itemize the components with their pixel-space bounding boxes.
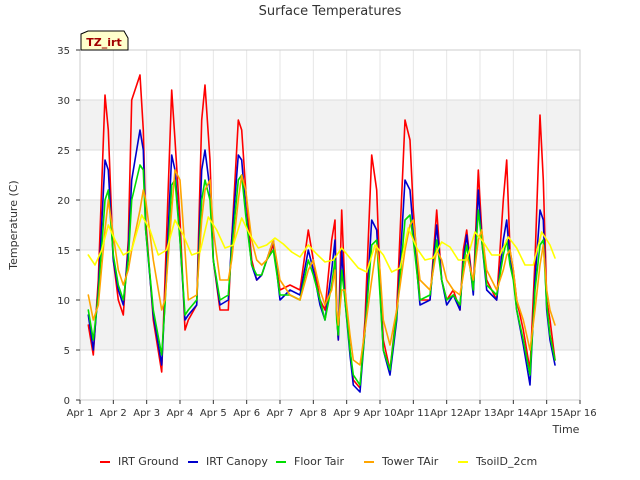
legend-item: IRT Canopy [188, 455, 268, 468]
y-tick-label: 5 [64, 346, 70, 357]
series-line-4 [87, 214, 556, 273]
legend-label: Floor Tair [294, 455, 345, 468]
plot-background-bands [80, 50, 580, 400]
y-axis-ticks: 0 5 10 15 20 25 30 35 [57, 46, 80, 407]
y-tick-label: 25 [57, 146, 70, 157]
y-tick-label: 10 [57, 296, 70, 307]
x-tick-label: Apr 15 [530, 408, 563, 419]
legend-item: Floor Tair [276, 455, 345, 468]
x-tick-label: Apr 6 [233, 408, 260, 419]
chart-title: Surface Temperatures [259, 4, 402, 19]
series-line-3 [87, 169, 556, 366]
annotation-badge: TZ_irt [80, 30, 129, 51]
legend: IRT Ground IRT Canopy Floor Tair Tower TAir… [100, 455, 537, 468]
series-lines [87, 74, 556, 393]
series-line-2 [87, 164, 556, 386]
annotation-text: TZ_irt [86, 36, 121, 49]
x-tick-label: Apr 10 [363, 408, 396, 419]
x-tick-label: Apr 12 [430, 408, 463, 419]
plot-band [80, 50, 580, 100]
plot-band [80, 100, 580, 150]
plot-area [79, 49, 581, 401]
legend-label: Tower TAir [381, 455, 439, 468]
y-tick-label: 0 [64, 396, 70, 407]
x-tick-label: Apr 13 [463, 408, 496, 419]
x-tick-label: Apr 1 [67, 408, 94, 419]
legend-item: TsoilD_2cm [458, 455, 537, 468]
y-tick-label: 35 [57, 46, 70, 57]
legend-label: IRT Canopy [206, 455, 268, 468]
plot-band [80, 350, 580, 400]
x-tick-label: Apr 5 [200, 408, 227, 419]
x-tick-label: Apr 9 [333, 408, 360, 419]
legend-item: IRT Ground [100, 455, 179, 468]
x-axis-label: Time [552, 423, 580, 436]
x-tick-label: Apr 14 [497, 408, 530, 419]
x-tick-label: Apr 7 [267, 408, 294, 419]
plot-band [80, 200, 580, 250]
x-tick-label: Apr 4 [167, 408, 194, 419]
legend-item: Tower TAir [364, 455, 439, 468]
y-tick-label: 30 [57, 96, 70, 107]
x-tick-label: Apr 3 [133, 408, 160, 419]
legend-label: IRT Ground [118, 455, 179, 468]
legend-label: TsoilD_2cm [475, 455, 537, 468]
x-tick-label: Apr 11 [397, 408, 430, 419]
x-tick-label: Apr 16 [563, 408, 596, 419]
x-tick-label: Apr 2 [100, 408, 127, 419]
x-tick-label: Apr 8 [300, 408, 327, 419]
plot-band [80, 150, 580, 200]
y-tick-label: 15 [57, 246, 70, 257]
y-axis-label: Temperature (C) [7, 180, 20, 270]
x-axis-ticks: Apr 1 Apr 2 Apr 3 Apr 4 Apr 5 Apr 6 Apr 7 Apr 8… [67, 400, 597, 419]
y-tick-label: 20 [57, 196, 70, 207]
